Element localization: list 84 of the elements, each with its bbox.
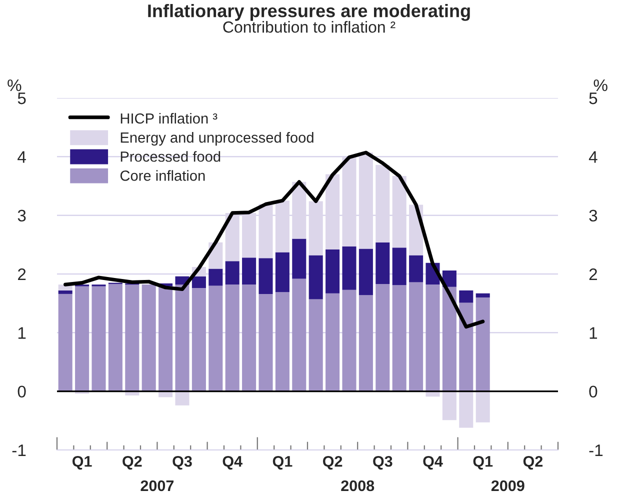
bar xyxy=(58,290,72,294)
bar xyxy=(292,278,306,392)
y2-tick-label: 2 xyxy=(589,268,597,280)
text: 2007 xyxy=(140,480,174,492)
bar xyxy=(459,290,474,303)
y-tick-label: 5 xyxy=(18,92,26,104)
bar xyxy=(326,293,340,392)
bar xyxy=(242,284,256,392)
y-tick-label: -1 xyxy=(12,444,26,456)
bar xyxy=(308,299,323,392)
x-tick-label: Q1 xyxy=(72,456,92,470)
y2-tick-label: 5 xyxy=(589,92,598,104)
bar xyxy=(242,258,256,285)
bar xyxy=(342,246,356,290)
line-series xyxy=(64,150,485,329)
y-tick-label: 1 xyxy=(18,327,26,339)
bar xyxy=(358,295,373,392)
bar xyxy=(442,391,456,420)
bar xyxy=(158,286,173,392)
bar xyxy=(376,242,390,284)
bar xyxy=(409,255,424,282)
bar xyxy=(175,284,190,392)
bar xyxy=(192,288,206,392)
bar xyxy=(476,293,490,298)
x-tick-label: Q1 xyxy=(473,456,493,470)
bar xyxy=(326,249,340,294)
x-tick-label: Q2 xyxy=(322,456,342,470)
bar xyxy=(459,391,474,428)
bar xyxy=(342,290,356,392)
y-tick-label: 3 xyxy=(18,210,26,222)
chart-title: Inflationary pressures are moderating xyxy=(148,4,470,21)
bar xyxy=(225,261,240,285)
bar xyxy=(192,276,206,288)
bar xyxy=(225,284,240,392)
y2-tick-label: -1 xyxy=(589,444,603,456)
bar xyxy=(142,284,156,392)
y2-tick-label: 1 xyxy=(590,327,598,339)
y2-tick-label: 3 xyxy=(589,210,598,222)
bar xyxy=(376,284,390,392)
bar xyxy=(208,268,223,286)
bar xyxy=(442,270,456,287)
bar xyxy=(392,285,406,392)
bar xyxy=(442,286,456,392)
bar xyxy=(258,258,273,294)
y-tick-label: 2 xyxy=(18,268,26,280)
legend-label: Processed food xyxy=(120,151,220,162)
bar xyxy=(392,248,406,286)
bar xyxy=(275,252,290,292)
bar xyxy=(208,286,223,392)
legend-label: Core inflation xyxy=(120,170,205,181)
text: 2009 xyxy=(491,480,524,492)
y2-tick-label: 4 xyxy=(588,151,598,163)
text: 2008 xyxy=(341,480,374,492)
y-tick-label: 0 xyxy=(18,386,26,398)
bar xyxy=(308,255,323,300)
x-tick-label: Q2 xyxy=(122,456,142,470)
x-tick-label: Q4 xyxy=(423,456,443,470)
y-axis-title: % xyxy=(8,79,22,92)
bar xyxy=(476,391,490,422)
bar xyxy=(292,238,306,279)
bar xyxy=(476,297,490,392)
bar xyxy=(75,286,90,392)
bar xyxy=(108,284,122,392)
y-tick-label: 4 xyxy=(18,151,26,163)
bar xyxy=(358,248,373,296)
x-tick-label: Q3 xyxy=(172,456,192,470)
legend-label: Energy and unprocessed food xyxy=(120,132,314,146)
bar xyxy=(459,302,474,392)
chart-subtitle: Contribution to inflation ² xyxy=(223,21,396,33)
bar xyxy=(426,284,440,392)
bar xyxy=(409,282,424,392)
y2-axis-title: % xyxy=(594,79,608,92)
x-tick-label: Q3 xyxy=(373,456,392,470)
legend-label: HICP inflation ³ xyxy=(120,112,218,124)
y2-tick-label: 0 xyxy=(589,386,598,398)
bar xyxy=(258,294,273,392)
bar xyxy=(92,286,106,392)
bar xyxy=(175,391,190,406)
bar xyxy=(275,292,290,392)
bar xyxy=(125,284,140,392)
x-tick-label: Q4 xyxy=(222,456,242,470)
x-tick-label: Q2 xyxy=(523,456,543,470)
bar xyxy=(58,294,72,392)
x-tick-label: Q1 xyxy=(272,456,292,470)
